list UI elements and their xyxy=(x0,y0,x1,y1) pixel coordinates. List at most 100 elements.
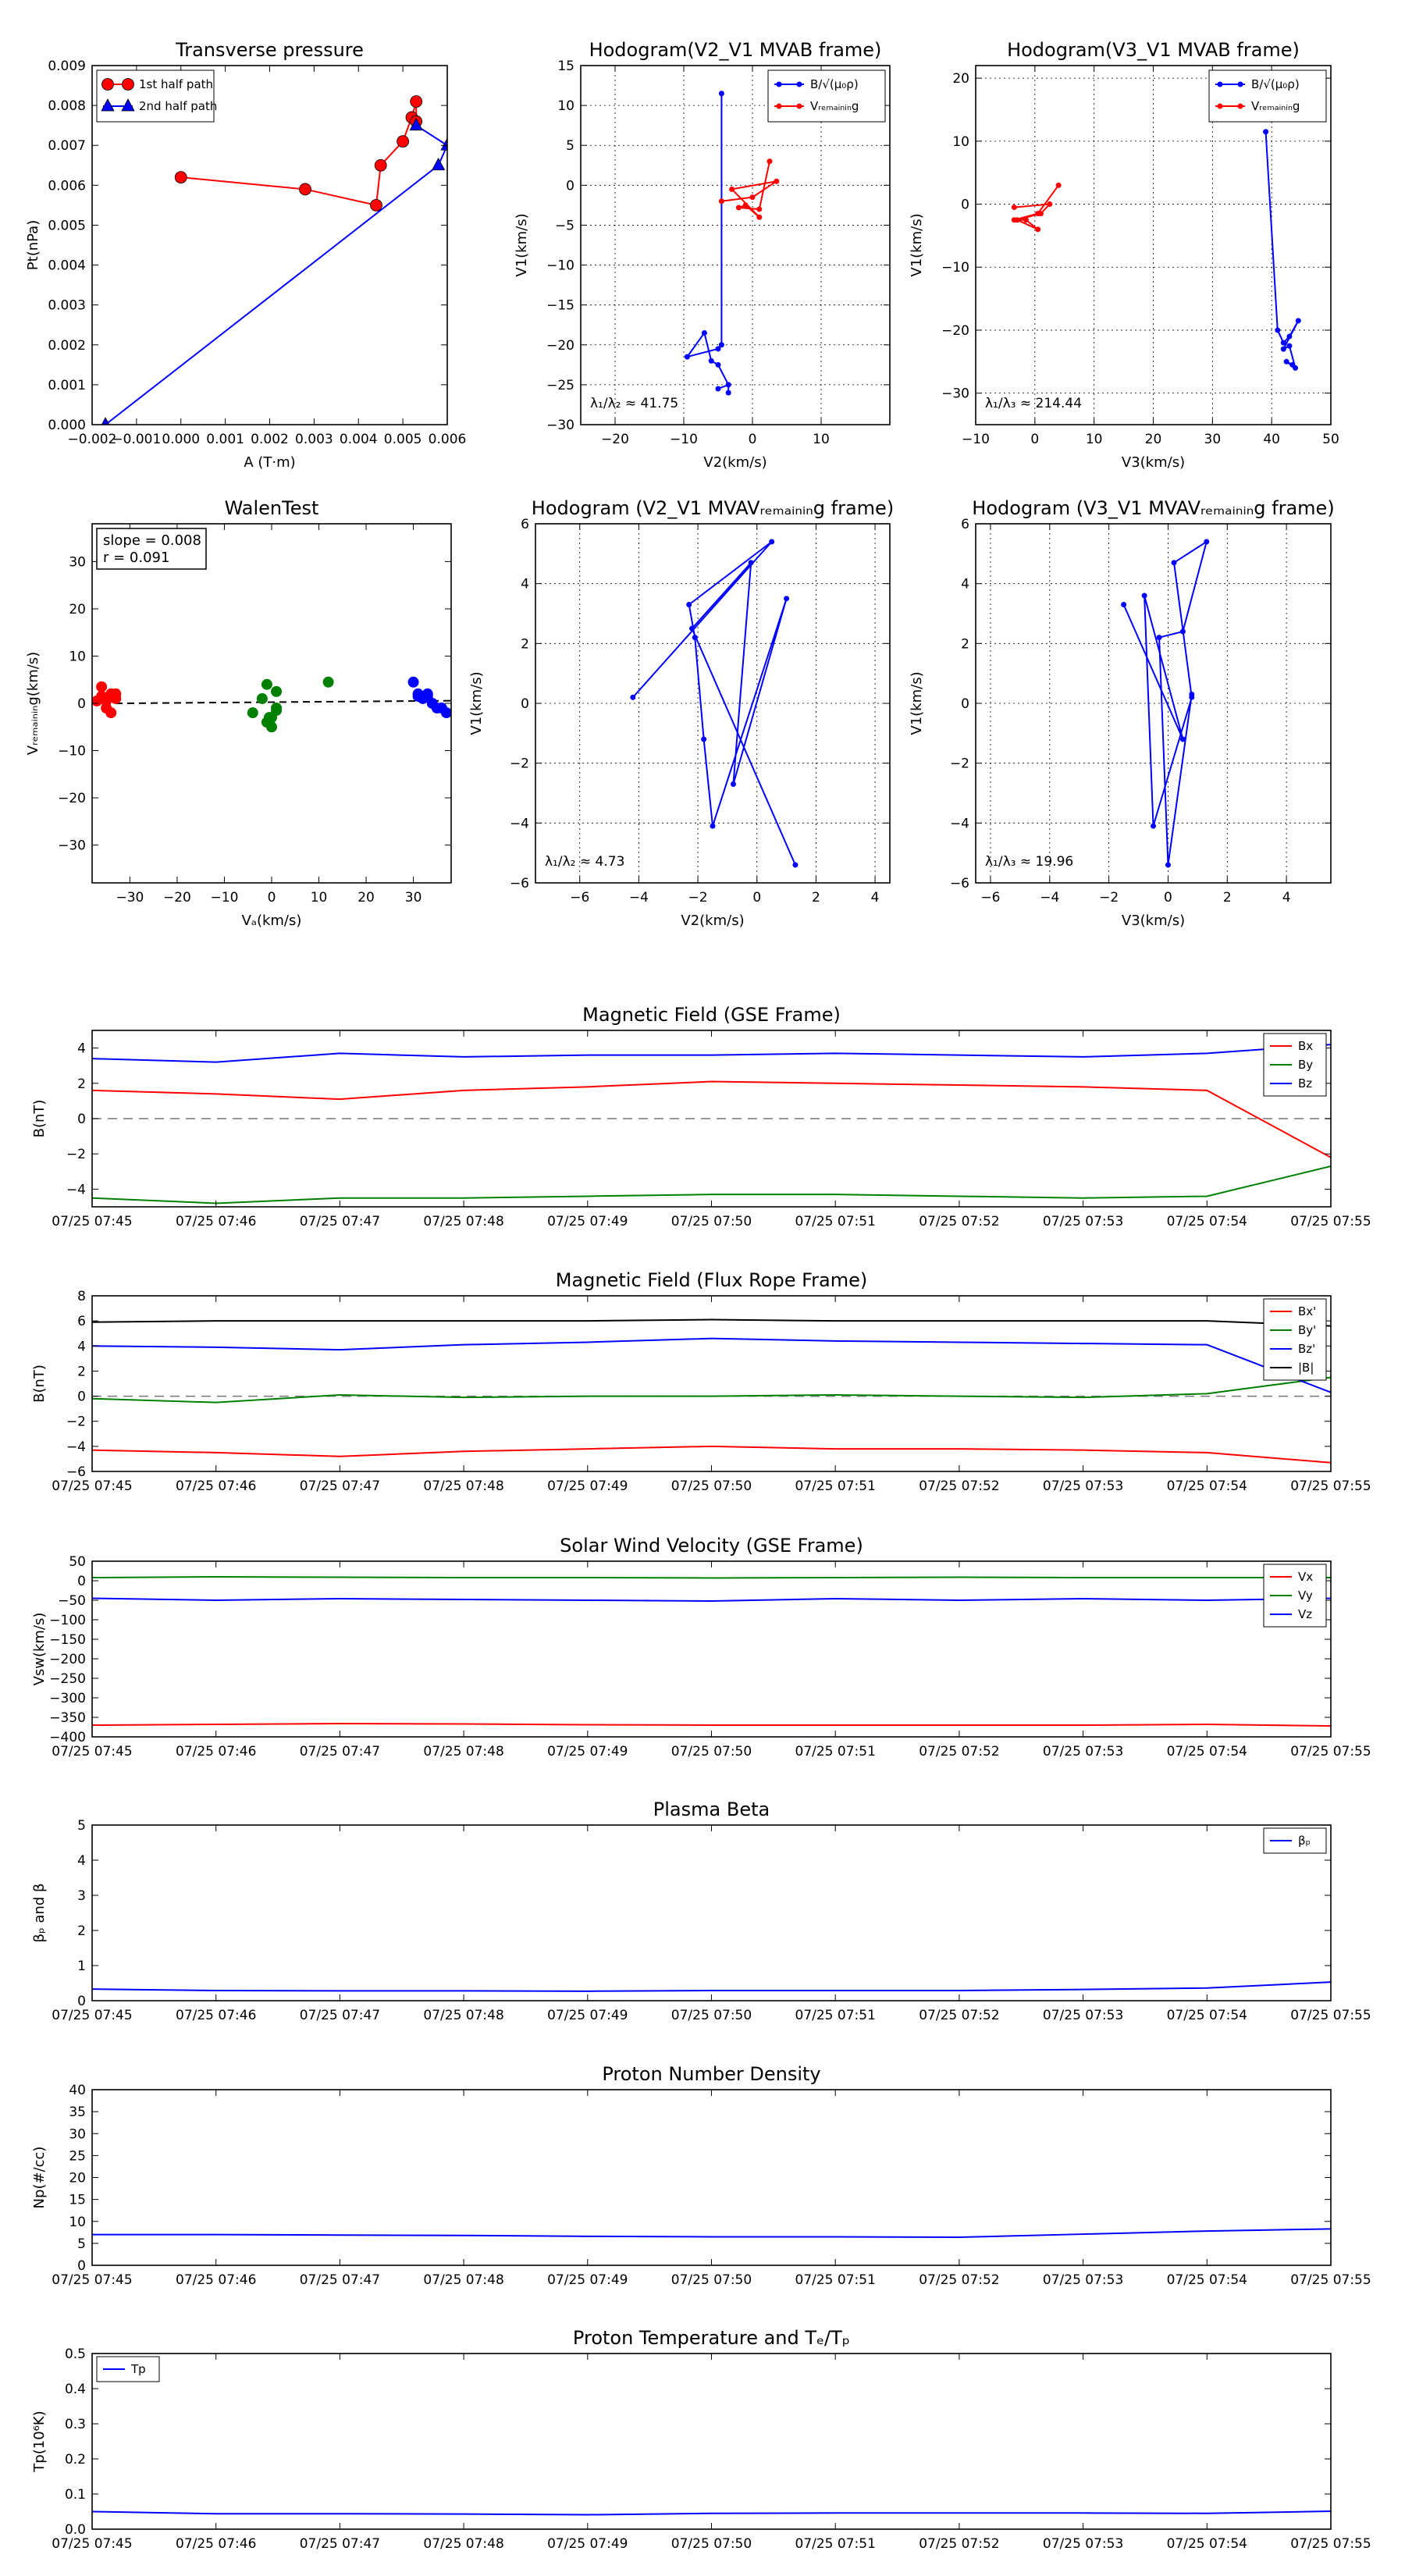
x-tick-label: 07/25 07:45 xyxy=(52,1478,132,1494)
data-point xyxy=(692,635,698,641)
chart-t1: Magnetic Field (GSE Frame) 07/25 07:45 07/… xyxy=(31,1004,1371,1229)
x-tick-label: 07/25 07:51 xyxy=(795,1744,876,1759)
y-tick-label: −4 xyxy=(510,816,529,831)
y-tick-label: −50 xyxy=(58,1593,86,1609)
x-tick-label: 07/25 07:54 xyxy=(1167,1744,1247,1759)
data-point xyxy=(1179,628,1186,635)
x-tick-label: 07/25 07:53 xyxy=(1043,2008,1123,2023)
legend-marker xyxy=(101,98,115,112)
y-tick-label: 0.5 xyxy=(65,2347,86,2362)
legend-box xyxy=(96,69,215,123)
x-tick-label: −0.002 xyxy=(68,432,117,447)
plot-frame xyxy=(975,523,1332,884)
data-point xyxy=(686,602,692,607)
series-line xyxy=(92,1597,1331,1603)
legend-marker xyxy=(796,103,802,109)
x-tick-label: 07/25 07:52 xyxy=(919,1214,999,1229)
series-line xyxy=(105,124,447,425)
legend-label: Bz xyxy=(1298,1076,1312,1091)
y-axis-label: V1(km/s) xyxy=(909,213,925,276)
x-tick-label: −10 xyxy=(211,890,239,906)
x-tick-label: 07/25 07:46 xyxy=(176,1744,256,1759)
x-tick-label: −10 xyxy=(962,432,990,447)
plot-area xyxy=(92,2510,1331,2516)
x-tick-label: 0.004 xyxy=(340,432,378,447)
y-tick-label: −2 xyxy=(66,1147,86,1162)
y-tick-label: 15 xyxy=(557,59,574,74)
data-point xyxy=(684,354,690,360)
data-point xyxy=(710,823,716,829)
legend-label: Vy xyxy=(1298,1589,1313,1603)
data-point xyxy=(1275,327,1281,333)
x-tick-label: 07/25 07:55 xyxy=(1290,1744,1371,1759)
data-point xyxy=(1283,358,1289,365)
x-tick-label: 07/25 07:50 xyxy=(671,2272,752,2288)
x-axis-label: Vₐ(km/s) xyxy=(242,913,302,929)
y-tick-label: 4 xyxy=(77,1339,86,1354)
y-tick-label: −2 xyxy=(510,756,529,772)
series-line xyxy=(92,1080,1331,1158)
x-tick-label: 07/25 07:45 xyxy=(52,2272,132,2288)
x-tick-label: 20 xyxy=(1145,432,1162,447)
data-point xyxy=(397,135,410,148)
data-point xyxy=(266,721,277,733)
y-tick-label: −20 xyxy=(58,791,86,806)
data-point xyxy=(725,382,731,388)
data-point xyxy=(370,198,382,212)
data-point xyxy=(96,681,108,692)
data-point xyxy=(701,736,707,742)
y-tick-label: 0 xyxy=(961,197,969,213)
y-tick-label: 1 xyxy=(77,1959,86,1974)
data-point xyxy=(431,157,446,171)
x-tick-label: 07/25 07:55 xyxy=(1290,2008,1371,2023)
x-tick-label: 07/25 07:49 xyxy=(547,1744,628,1759)
x-tick-label: 07/25 07:54 xyxy=(1167,1214,1247,1229)
chart-title: WalenTest xyxy=(225,497,319,519)
plot-area xyxy=(92,676,451,733)
annotation-frame xyxy=(96,528,207,570)
legend-label: B/√(μ₀ρ) xyxy=(810,77,859,91)
series-line xyxy=(92,1318,1331,1327)
x-tick-label: 07/25 07:48 xyxy=(423,2008,503,2023)
data-point xyxy=(422,690,433,702)
x-axis-label: V2(km/s) xyxy=(703,454,767,471)
y-tick-label: 0.0 xyxy=(65,2522,86,2538)
data-point xyxy=(101,417,110,425)
x-tick-label: 07/25 07:50 xyxy=(671,2536,752,2552)
x-tick-label: 0.005 xyxy=(384,432,422,447)
y-tick-label: −100 xyxy=(49,1613,86,1628)
y-axis-label: B(nT) xyxy=(31,1100,48,1138)
y-tick-label: 0.1 xyxy=(65,2487,86,2503)
x-tick-label: 0 xyxy=(1030,432,1039,447)
plot-frame xyxy=(580,65,891,425)
annotation-text: λ₁/λ₃ ≈ 19.96 xyxy=(985,854,1073,870)
data-point xyxy=(1165,862,1171,868)
y-tick-label: 50 xyxy=(69,1554,86,1570)
legend-label: 2nd half path xyxy=(139,99,217,113)
y-tick-label: 2 xyxy=(77,1076,86,1092)
chart-title: Hodogram(V2_V1 MVAB frame) xyxy=(589,39,882,61)
x-tick-label: 07/25 07:55 xyxy=(1290,2536,1371,2552)
plot-area xyxy=(92,1575,1331,1727)
x-tick-label: 07/25 07:52 xyxy=(919,1478,999,1494)
plot-frame xyxy=(91,1295,1332,1472)
x-tick-label: 07/25 07:49 xyxy=(547,1478,628,1494)
y-tick-label: −4 xyxy=(66,1439,86,1455)
annotation-text: λ₁/λ₂ ≈ 41.75 xyxy=(590,396,678,411)
x-tick-label: 07/25 07:52 xyxy=(919,2008,999,2023)
x-tick-label: −30 xyxy=(116,890,144,906)
y-tick-label: −10 xyxy=(546,258,574,274)
y-tick-label: −30 xyxy=(58,838,86,854)
x-tick-label: 07/25 07:48 xyxy=(423,2536,503,2552)
data-point xyxy=(756,206,763,212)
x-tick-label: 0.001 xyxy=(206,432,244,447)
series-line xyxy=(685,93,730,393)
legend-label: Bx' xyxy=(1298,1304,1316,1318)
data-point xyxy=(729,186,735,192)
chart-t2: Magnetic Field (Flux Rope Frame) 07/25 07… xyxy=(31,1269,1371,1494)
series-0 xyxy=(1263,129,1301,371)
x-tick-label: −20 xyxy=(163,890,191,906)
y-tick-label: 5 xyxy=(77,2236,86,2252)
x-tick-label: 07/25 07:53 xyxy=(1043,2272,1123,2288)
chart-title: Magnetic Field (Flux Rope Frame) xyxy=(556,1269,867,1291)
